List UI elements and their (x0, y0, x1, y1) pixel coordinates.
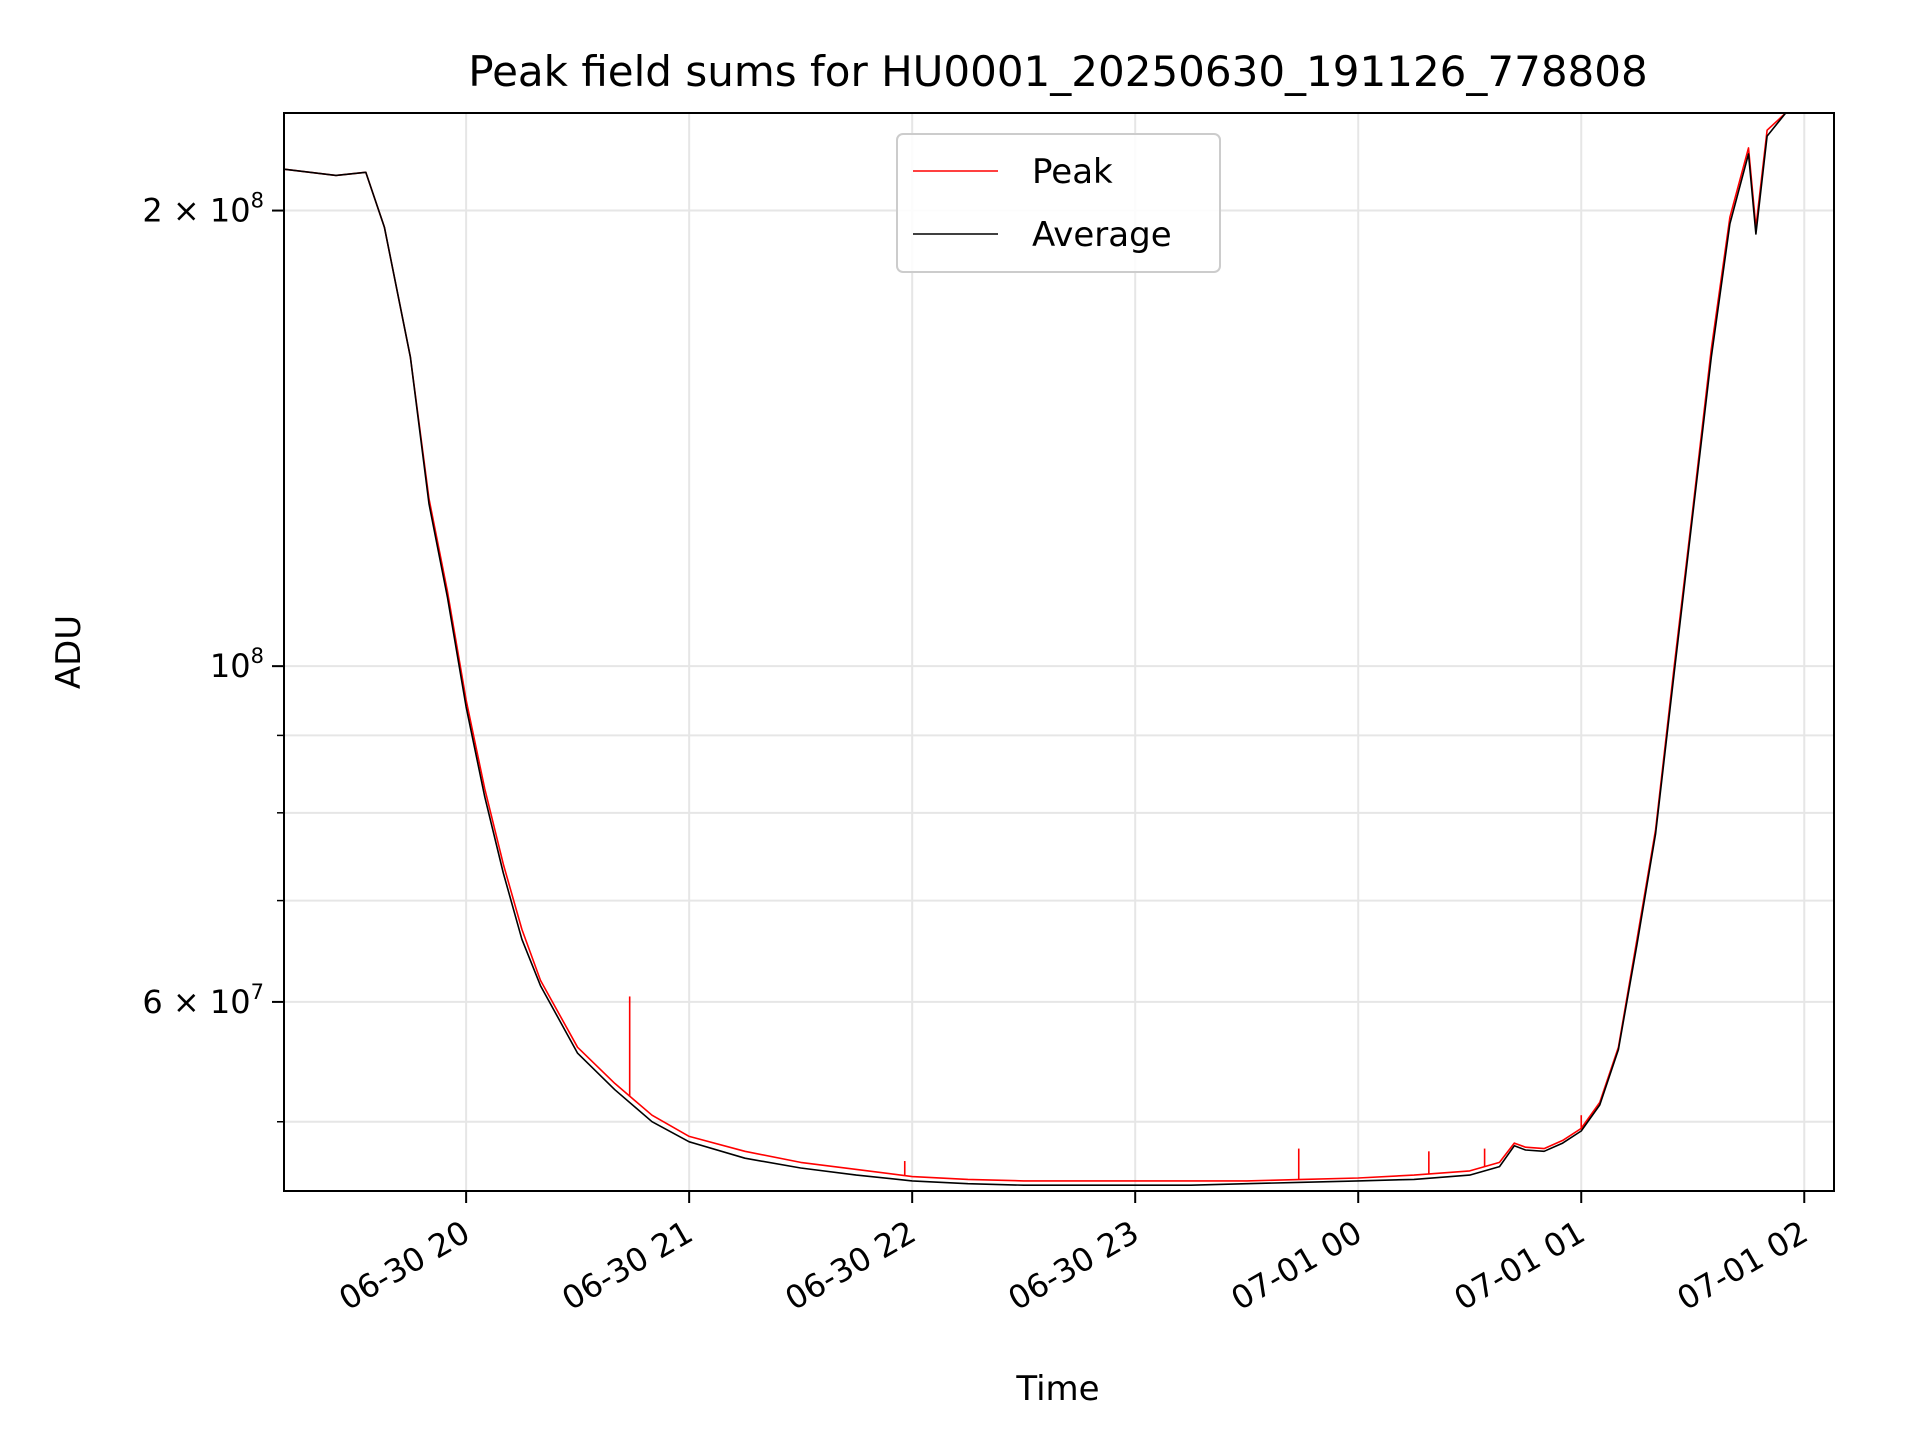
chart-title: Peak field sums for HU0001_20250630_1911… (468, 47, 1647, 96)
y-tick-label: 6 × 107 (142, 980, 264, 1021)
series-layer (283, 112, 1787, 1186)
y-axis-label: ADU (49, 615, 89, 689)
legend-label-average: Average (1032, 215, 1172, 255)
legend-label-peak: Peak (1032, 152, 1113, 192)
legend-box (896, 133, 1221, 273)
x-axis-label: Time (1015, 1369, 1099, 1409)
y-tick-label: 108 (210, 644, 264, 685)
series-line-average (283, 112, 1787, 1186)
y-tick-label: 2 × 108 (142, 189, 264, 230)
plot-frame (283, 112, 1835, 1192)
legend: Peak Average (896, 133, 1221, 273)
